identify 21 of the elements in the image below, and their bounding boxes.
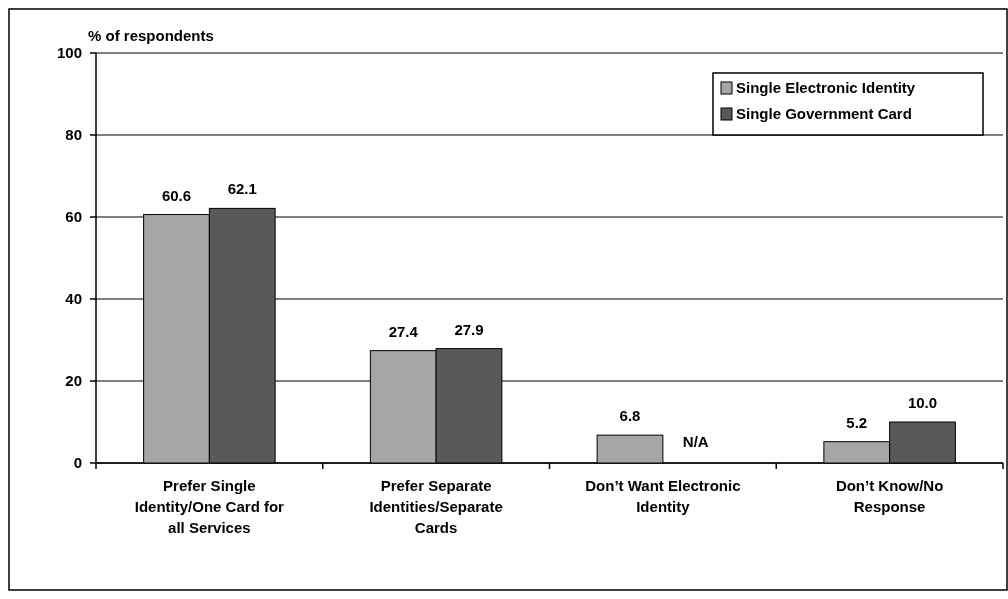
data-label: 27.4 <box>388 322 419 340</box>
data-label: 27.9 <box>454 320 484 338</box>
y-tick-label: 100 <box>56 44 82 62</box>
y-tick-label: 60 <box>65 208 82 226</box>
y-tick-label: 80 <box>65 126 82 144</box>
y-tick-label: 40 <box>65 290 82 308</box>
y-tick-label: 20 <box>65 372 82 390</box>
x-tick-label: Don’t Want Electronic Identity <box>585 477 741 515</box>
y-axis-title: % of respondents <box>88 27 214 44</box>
x-tick-label: Prefer Single Identity/One Card for all Services <box>134 477 285 536</box>
x-tick-label: Don’t Know/No Response <box>835 477 944 515</box>
legend-label: Single Electronic Identity <box>736 79 916 97</box>
text: N/A <box>682 433 709 450</box>
data-label: 60.6 <box>161 186 192 204</box>
data-label: 6.8 <box>619 407 641 425</box>
data-label: 10.0 <box>907 394 938 411</box>
data-label: 62.1 <box>227 180 257 198</box>
legend-label: Single Government Card <box>736 105 912 123</box>
data-label: 5.2 <box>846 413 868 431</box>
x-tick-label: Prefer Separate Identities/Separate Cards <box>369 477 503 536</box>
y-tick-label: 0 <box>73 454 82 472</box>
